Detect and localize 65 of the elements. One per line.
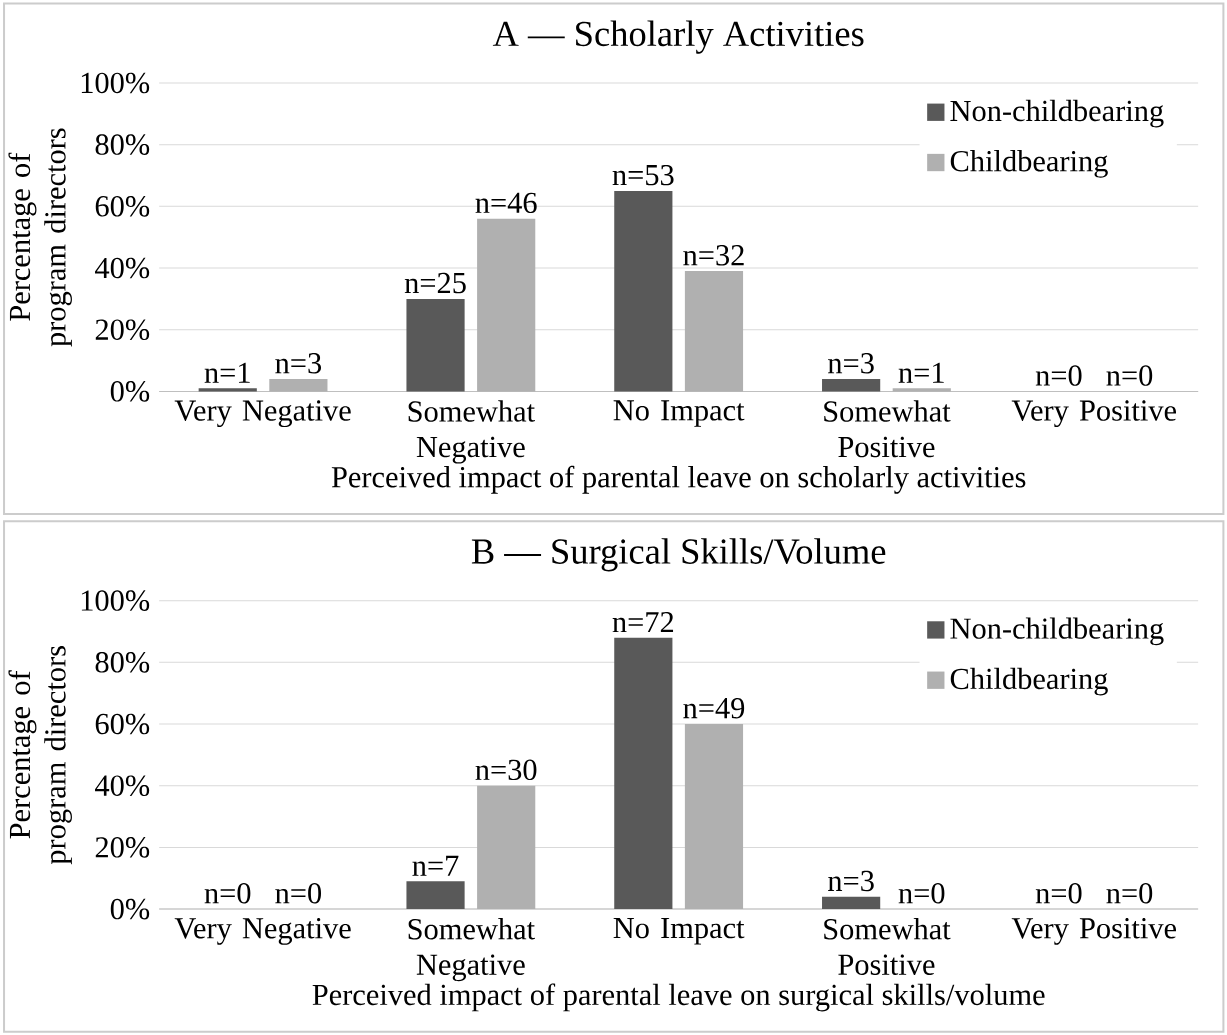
bar	[477, 785, 536, 909]
bar	[892, 388, 951, 392]
chart-title: A — Scholarly Activities	[492, 20, 864, 54]
chart-title: B — Surgical Skills/Volume	[471, 538, 886, 572]
bar	[684, 723, 744, 909]
bar	[614, 190, 673, 392]
bar	[406, 298, 465, 392]
annotation: n=1	[898, 362, 944, 383]
annotation: n=0	[204, 882, 251, 904]
bar	[406, 881, 465, 909]
legend-label: Non-childbearing	[950, 617, 1164, 645]
x-tick-label: Somewhat Negative	[408, 917, 535, 982]
x-tick-label: Very Negative	[174, 400, 351, 427]
y-axis-title: Percentage of program directors	[8, 128, 72, 347]
bar	[822, 378, 881, 392]
x-tick-label: No Impact	[613, 917, 745, 945]
y-tick-label: 60%	[95, 713, 150, 735]
annotation: n=53	[612, 164, 674, 186]
legend-label: Childbearing	[950, 667, 1108, 696]
annotation: n=46	[475, 192, 537, 213]
y-tick-label: 80%	[95, 651, 150, 673]
y-tick-label: 0%	[110, 380, 150, 402]
annotation: n=3	[275, 352, 322, 374]
annotation: n=0	[275, 882, 322, 904]
x-tick-label: Somewhat Negative	[408, 400, 535, 464]
x-tick-label: Very Positive	[1011, 400, 1176, 427]
y-tick-label: 100%	[81, 590, 150, 611]
annotation: n=0	[898, 882, 945, 904]
y-tick-label: 0%	[110, 898, 150, 920]
bar	[614, 637, 673, 909]
y-tick-label: 60%	[95, 195, 150, 217]
annotation: n=72	[612, 611, 674, 632]
y-tick-label: 40%	[95, 775, 150, 796]
y-tick-label: 100%	[81, 72, 150, 94]
annotation: n=0	[1035, 365, 1082, 386]
y-tick-label: 20%	[95, 836, 150, 858]
annotation: n=3	[828, 352, 874, 374]
annotation: n=1	[204, 362, 250, 383]
annotation: n=3	[828, 870, 874, 891]
x-tick-label: Very Positive	[1011, 917, 1176, 945]
annotation: n=49	[683, 697, 745, 719]
y-tick-label: 80%	[95, 134, 150, 155]
bar	[269, 378, 328, 392]
bar	[198, 388, 257, 392]
annotation: n=0	[1035, 882, 1082, 904]
bar	[477, 218, 536, 392]
annotation: n=32	[683, 244, 744, 266]
y-axis-title: Percentage of program directors	[8, 645, 72, 865]
x-tick-label: Somewhat Positive	[824, 917, 951, 975]
annotation: n=30	[475, 759, 537, 780]
annotation: n=0	[1106, 365, 1153, 386]
x-tick-label: No Impact	[613, 400, 745, 427]
x-tick-label: Somewhat Positive	[824, 400, 951, 458]
y-tick-label: 20%	[95, 319, 150, 340]
bar	[822, 896, 881, 909]
bar	[684, 270, 744, 392]
x-axis-title: Perceived impact of parental leave on surgical skills/volume	[312, 983, 1045, 1012]
x-tick-label: Very Negative	[174, 917, 351, 945]
annotation: n=0	[1106, 882, 1153, 904]
y-tick-label: 40%	[95, 257, 150, 279]
legend-label: Childbearing	[950, 149, 1108, 178]
annotation: n=7	[412, 855, 459, 876]
annotation: n=25	[404, 272, 466, 294]
legend-label: Non-childbearing	[950, 99, 1164, 128]
x-axis-title: Perceived impact of parental leave on scholarly activities	[331, 465, 1026, 494]
